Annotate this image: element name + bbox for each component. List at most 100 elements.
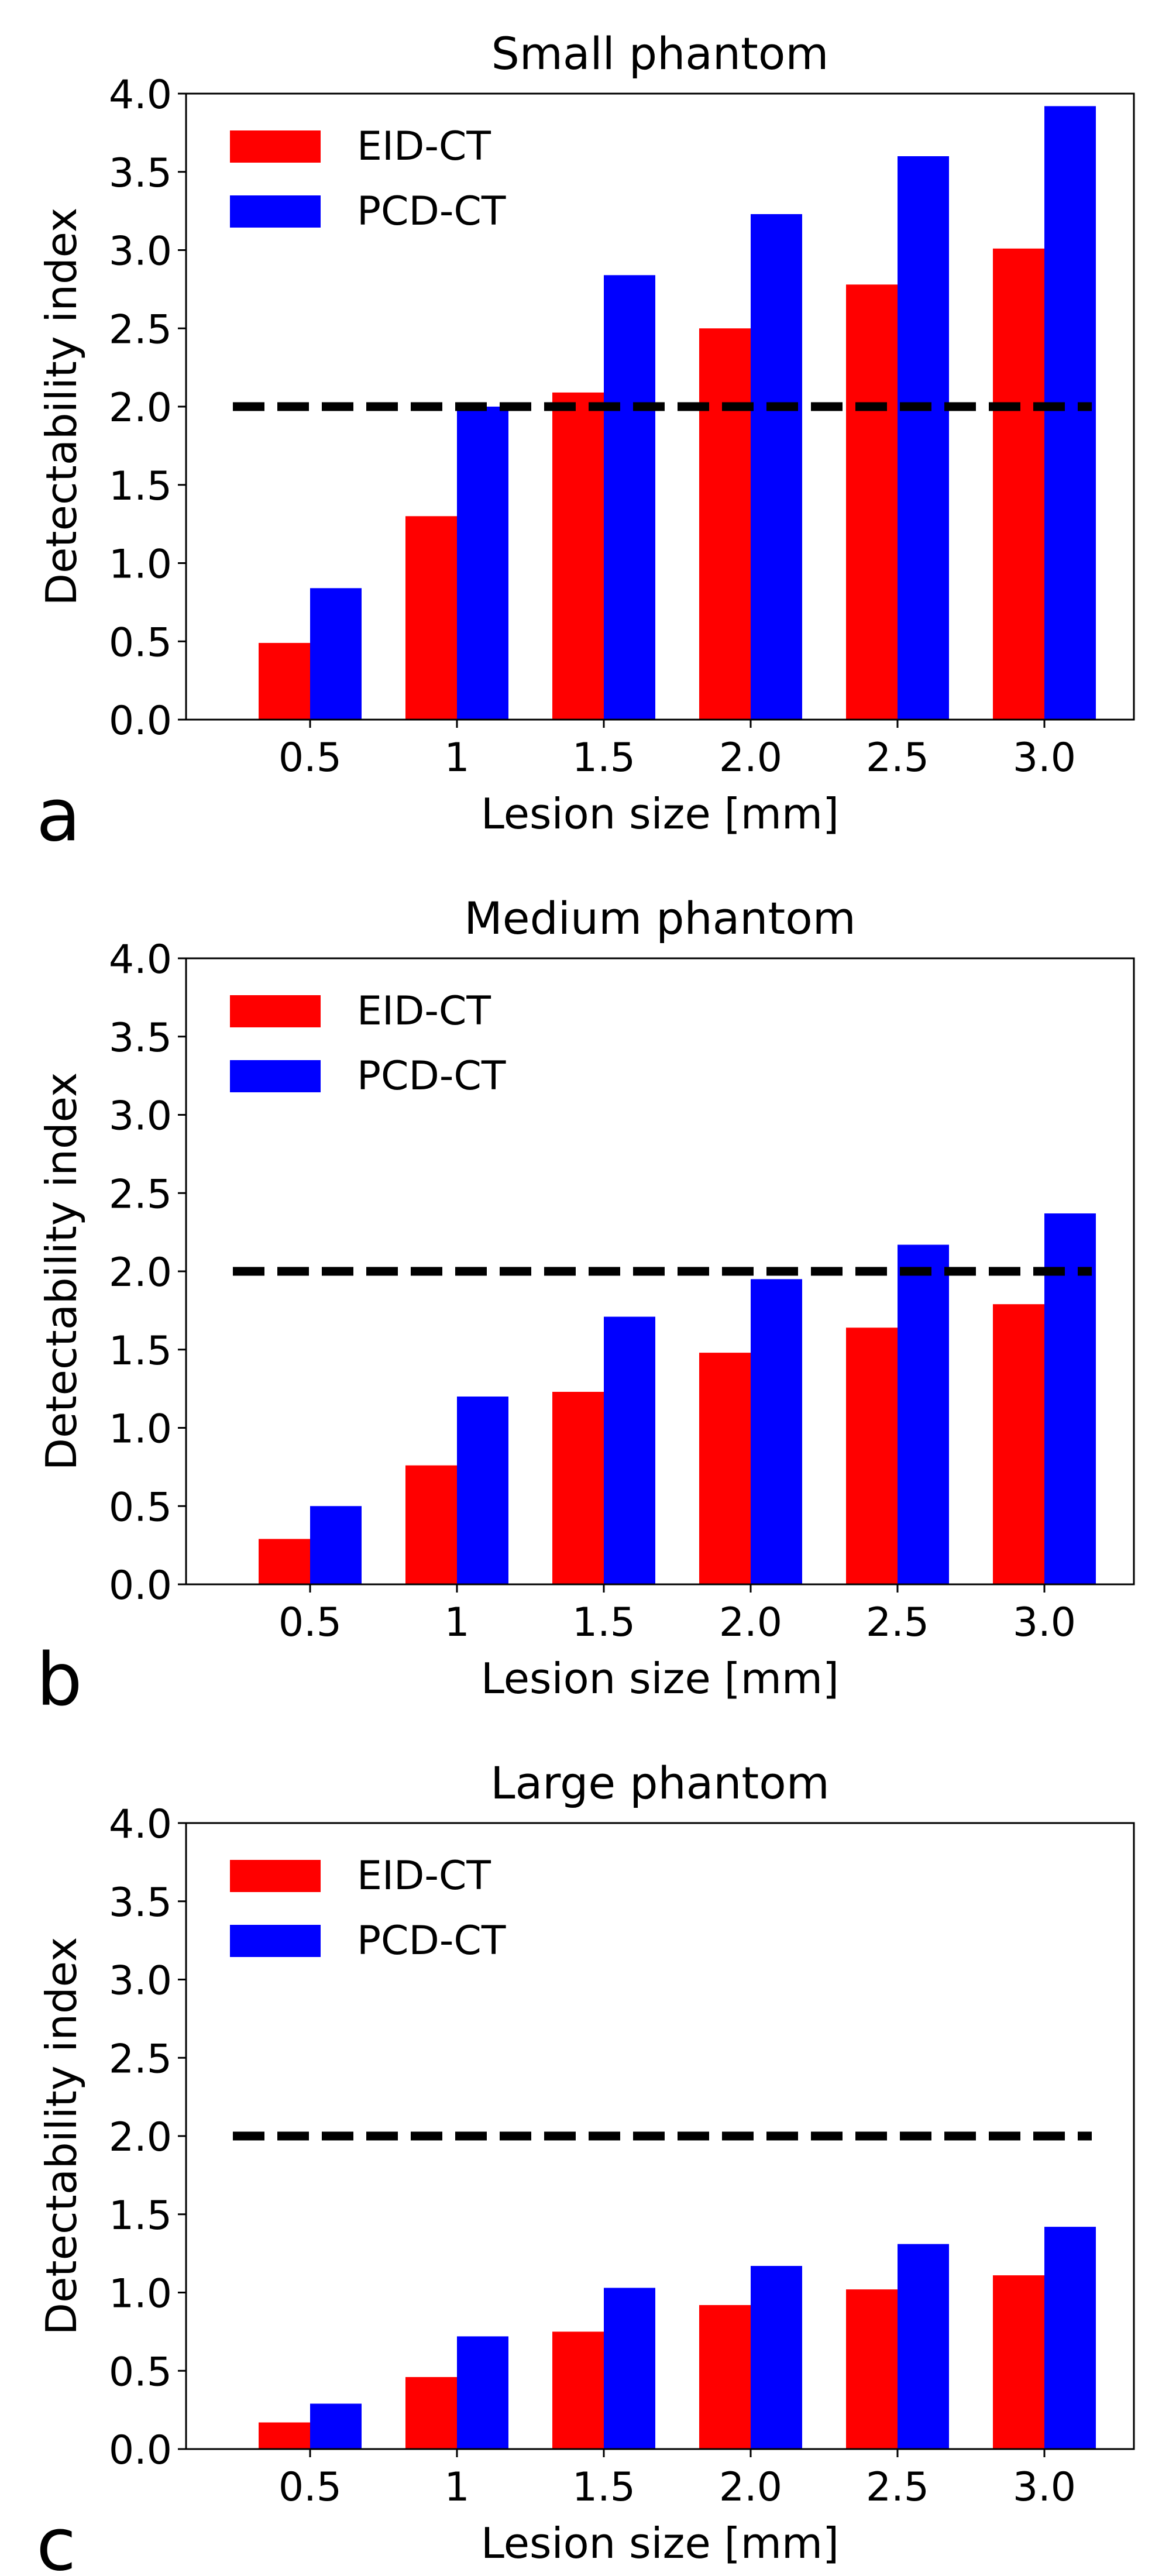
y-tick-label: 2.5 [109,2036,172,2082]
x-tick-label: 1 [444,2464,469,2510]
bar-eid-ct-0 [259,2422,310,2449]
bar-eid-ct-4 [846,2289,898,2449]
bar-pcd-ct-0 [310,2403,362,2449]
x-tick-label: 2.0 [719,735,782,781]
bar-pcd-ct-4 [898,1244,949,1584]
legend-swatch-eid-ct [230,130,321,163]
panel-label: a [36,773,81,858]
bar-pcd-ct-5 [1044,2227,1096,2449]
y-tick-label: 3.0 [109,1093,172,1140]
legend-swatch-pcd-ct [230,195,321,228]
legend-label: PCD-CT [357,188,506,235]
bar-eid-ct-3 [699,328,751,720]
bar-eid-ct-2 [552,2331,604,2449]
x-axis-label: Lesion size [mm] [481,1654,839,1703]
y-tick-label: 2.0 [109,385,172,431]
bar-eid-ct-3 [699,1353,751,1584]
chart-title: Medium phantom [464,892,856,944]
bar-pcd-ct-3 [751,214,802,720]
x-tick-label: 2.0 [719,2464,782,2510]
bar-pcd-ct-2 [604,2288,655,2449]
bar-eid-ct-4 [846,1327,898,1584]
y-tick-label: 2.0 [109,2114,172,2161]
y-axis-label: Detectability index [37,1937,86,2336]
x-axis-label: Lesion size [mm] [481,789,839,838]
y-tick-label: 1.0 [109,2271,172,2317]
legend-label: EID-CT [357,988,491,1034]
legend-swatch-eid-ct [230,1860,321,1892]
y-tick-label: 2.5 [109,307,172,353]
y-tick-label: 3.0 [109,1958,172,2004]
x-tick-label: 0.5 [279,735,342,781]
chart-panel-a: 0.0 0.5 1.0 1.5 2.0 2.5 3.0 3.5 4.0 0.5 1 1.5 2.0 2.5… [36,27,1135,858]
x-tick-label: 2.5 [866,1600,929,1646]
x-tick-label: 2.0 [719,1600,782,1646]
bar-eid-ct-5 [993,2275,1044,2449]
y-axis-label: Detectability index [37,208,86,606]
chart-panel-b: 0.0 0.5 1.0 1.5 2.0 2.5 3.0 3.5 4.0 0.5 1 1.5 2.0 2.5… [36,892,1135,1722]
legend-label: PCD-CT [357,1918,506,1964]
bar-eid-ct-2 [552,1391,604,1584]
bar-pcd-ct-1 [457,1397,508,1584]
bar-pcd-ct-0 [310,1506,362,1584]
legend-swatch-pcd-ct [230,1060,321,1092]
y-tick-label: 3.5 [109,1015,172,1061]
x-tick-label: 0.5 [279,1600,342,1646]
x-tick-label: 1.5 [572,735,635,781]
x-tick-label: 1 [444,735,469,781]
bar-pcd-ct-1 [457,2336,508,2449]
panel-label: c [36,2503,76,2576]
y-tick-label: 4.0 [109,937,172,983]
x-tick-label: 0.5 [279,2464,342,2510]
y-tick-label: 4.0 [109,72,172,118]
x-tick-label: 1.5 [572,1600,635,1646]
bar-eid-ct-0 [259,1539,310,1584]
legend-label: EID-CT [357,123,491,170]
bar-pcd-ct-3 [751,2266,802,2449]
y-tick-label: 3.5 [109,150,172,197]
y-tick-label: 4.0 [109,1801,172,1848]
x-tick-label: 3.0 [1013,735,1076,781]
bar-eid-ct-3 [699,2305,751,2449]
bar-pcd-ct-2 [604,1316,655,1584]
x-tick-label: 3.0 [1013,1600,1076,1646]
y-tick-label: 0.0 [109,2427,172,2474]
y-tick-label: 0.5 [109,1484,172,1531]
x-axis-label: Lesion size [mm] [481,2519,839,2568]
chart-panel-c: 0.0 0.5 1.0 1.5 2.0 2.5 3.0 3.5 4.0 0.5 1 1.5 2.0 2.5… [36,1757,1135,2576]
legend-swatch-eid-ct [230,995,321,1027]
x-tick-label: 3.0 [1013,2464,1076,2510]
y-tick-label: 0.0 [109,1563,172,1609]
bar-pcd-ct-4 [898,2244,949,2449]
y-tick-label: 1.5 [109,1328,172,1374]
y-tick-label: 3.0 [109,229,172,275]
y-tick-label: 1.5 [109,463,172,510]
y-tick-label: 3.5 [109,1880,172,1926]
chart-title: Small phantom [491,27,829,80]
y-tick-label: 2.0 [109,1250,172,1296]
x-tick-label: 2.5 [866,735,929,781]
bar-eid-ct-1 [405,516,457,720]
legend-label: PCD-CT [357,1053,506,1099]
x-tick-label: 1.5 [572,2464,635,2510]
bar-eid-ct-1 [405,1465,457,1584]
bar-eid-ct-4 [846,284,898,720]
bar-eid-ct-0 [259,642,310,720]
x-tick-label: 1 [444,1600,469,1646]
y-tick-label: 2.5 [109,1171,172,1218]
y-tick-label: 1.0 [109,1406,172,1453]
bar-eid-ct-1 [405,2376,457,2449]
chart-title: Large phantom [490,1757,829,1809]
bar-pcd-ct-2 [604,275,655,720]
legend-swatch-pcd-ct [230,1925,321,1957]
bar-pcd-ct-4 [898,156,949,720]
bar-pcd-ct-5 [1044,106,1096,720]
y-tick-label: 0.5 [109,2349,172,2395]
x-tick-label: 2.5 [866,2464,929,2510]
y-tick-label: 1.0 [109,542,172,588]
bar-pcd-ct-1 [457,407,508,720]
bar-pcd-ct-3 [751,1279,802,1584]
bar-pcd-ct-0 [310,588,362,720]
y-tick-label: 0.0 [109,698,172,744]
